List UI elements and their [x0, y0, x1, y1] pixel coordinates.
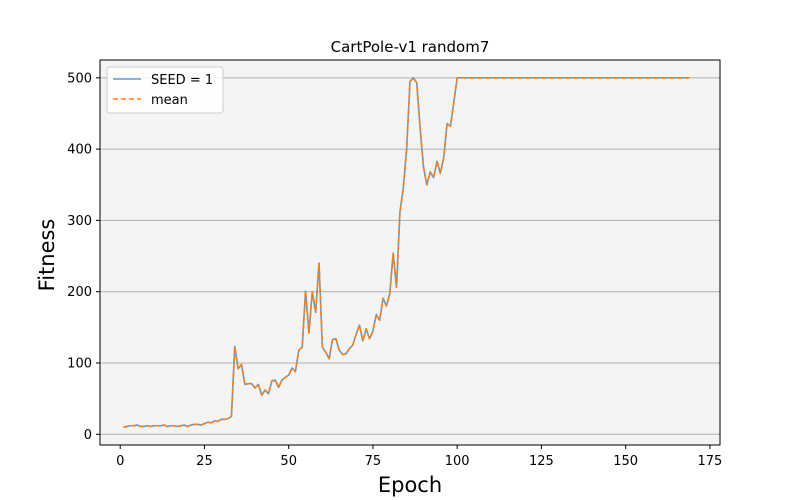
- legend-label-seed: SEED = 1: [151, 73, 213, 88]
- plot-area: [100, 60, 720, 445]
- x-tick-label-100: 100: [445, 454, 470, 469]
- y-tick-label-200: 200: [67, 285, 92, 300]
- legend-label-mean: mean: [151, 93, 188, 108]
- y-tick-label-400: 400: [67, 143, 92, 158]
- chart-title: CartPole-v1 random7: [331, 38, 490, 56]
- x-tick-label-175: 175: [697, 454, 722, 469]
- x-tick-label-50: 50: [280, 454, 297, 469]
- x-tick-label-75: 75: [365, 454, 382, 469]
- y-tick-label-500: 500: [67, 71, 92, 86]
- plot-frame: [99, 59, 721, 446]
- y-tick-label-100: 100: [67, 357, 92, 372]
- y-axis-label: Fitness: [35, 219, 59, 292]
- x-tick-label-150: 150: [613, 454, 638, 469]
- y-axis-ticks: 0 100 200 300 400 500: [67, 71, 100, 443]
- x-axis-label: Epoch: [378, 473, 442, 497]
- y-tick-label-0: 0: [84, 428, 92, 443]
- series-line-1: [123, 77, 690, 428]
- x-tick-label-0: 0: [116, 454, 124, 469]
- x-axis-ticks: 0 25 50 75 100 125 150 175: [116, 445, 722, 469]
- series-layer: [123, 77, 690, 428]
- x-tick-label-125: 125: [529, 454, 554, 469]
- legend: SEED = 1 mean: [106, 66, 224, 114]
- x-tick-label-25: 25: [196, 454, 213, 469]
- y-tick-label-300: 300: [67, 214, 92, 229]
